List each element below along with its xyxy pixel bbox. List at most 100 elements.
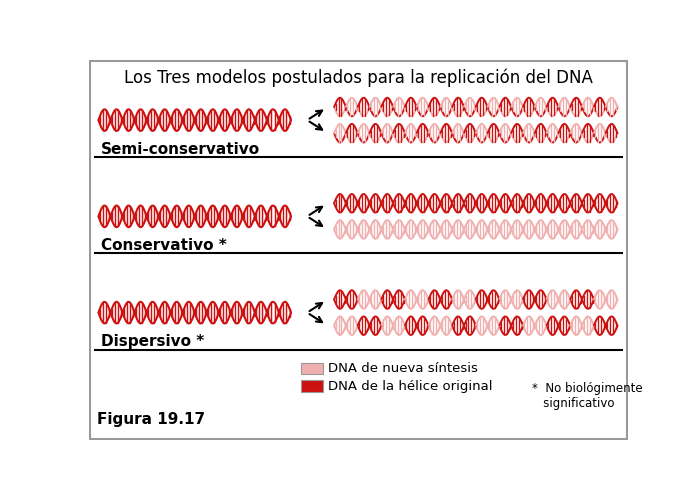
- Polygon shape: [606, 124, 617, 142]
- Polygon shape: [582, 220, 594, 239]
- Text: Dispersivo *: Dispersivo *: [101, 334, 204, 349]
- Polygon shape: [346, 317, 358, 335]
- Polygon shape: [382, 317, 393, 335]
- Polygon shape: [440, 317, 452, 335]
- Polygon shape: [417, 220, 428, 239]
- Polygon shape: [122, 206, 134, 227]
- Polygon shape: [428, 220, 440, 239]
- Polygon shape: [535, 98, 547, 116]
- Polygon shape: [195, 109, 206, 131]
- Polygon shape: [428, 290, 440, 309]
- Polygon shape: [559, 124, 570, 142]
- Polygon shape: [417, 317, 428, 335]
- Polygon shape: [428, 194, 440, 212]
- Polygon shape: [570, 220, 582, 239]
- Polygon shape: [417, 290, 428, 309]
- Polygon shape: [428, 98, 440, 116]
- Polygon shape: [523, 317, 535, 335]
- Polygon shape: [255, 109, 267, 131]
- Polygon shape: [111, 109, 122, 131]
- Polygon shape: [559, 98, 570, 116]
- Polygon shape: [393, 98, 405, 116]
- Polygon shape: [570, 290, 582, 309]
- Polygon shape: [440, 290, 452, 309]
- Polygon shape: [279, 109, 291, 131]
- Polygon shape: [594, 194, 606, 212]
- Polygon shape: [523, 194, 535, 212]
- Polygon shape: [559, 290, 570, 309]
- Text: Los Tres modelos postulados para la replicación del DNA: Los Tres modelos postulados para la repl…: [125, 69, 593, 87]
- Polygon shape: [476, 290, 488, 309]
- Polygon shape: [523, 220, 535, 239]
- Polygon shape: [547, 220, 559, 239]
- Polygon shape: [334, 194, 346, 212]
- Polygon shape: [99, 302, 111, 324]
- Polygon shape: [464, 317, 476, 335]
- Polygon shape: [417, 98, 428, 116]
- Polygon shape: [255, 302, 267, 324]
- Polygon shape: [535, 317, 547, 335]
- Polygon shape: [559, 317, 570, 335]
- Polygon shape: [476, 98, 488, 116]
- Polygon shape: [159, 302, 171, 324]
- Polygon shape: [334, 124, 346, 142]
- Polygon shape: [488, 290, 500, 309]
- Polygon shape: [535, 290, 547, 309]
- Polygon shape: [476, 220, 488, 239]
- Polygon shape: [382, 98, 393, 116]
- Polygon shape: [134, 109, 146, 131]
- Polygon shape: [219, 206, 231, 227]
- Polygon shape: [570, 317, 582, 335]
- Polygon shape: [417, 124, 428, 142]
- Polygon shape: [206, 206, 219, 227]
- Polygon shape: [231, 302, 243, 324]
- Polygon shape: [452, 290, 464, 309]
- Polygon shape: [452, 317, 464, 335]
- Polygon shape: [279, 206, 291, 227]
- Polygon shape: [488, 124, 500, 142]
- Polygon shape: [382, 220, 393, 239]
- FancyBboxPatch shape: [301, 363, 323, 374]
- Polygon shape: [440, 124, 452, 142]
- Polygon shape: [393, 220, 405, 239]
- Polygon shape: [382, 194, 393, 212]
- Polygon shape: [171, 302, 183, 324]
- Polygon shape: [606, 290, 617, 309]
- Polygon shape: [346, 98, 358, 116]
- Polygon shape: [606, 317, 617, 335]
- Polygon shape: [594, 124, 606, 142]
- Polygon shape: [535, 124, 547, 142]
- Polygon shape: [405, 290, 417, 309]
- Polygon shape: [594, 290, 606, 309]
- Polygon shape: [582, 124, 594, 142]
- Polygon shape: [582, 290, 594, 309]
- Polygon shape: [464, 194, 476, 212]
- Polygon shape: [346, 220, 358, 239]
- Polygon shape: [559, 194, 570, 212]
- Polygon shape: [334, 98, 346, 116]
- Polygon shape: [171, 109, 183, 131]
- Polygon shape: [206, 109, 219, 131]
- Polygon shape: [393, 194, 405, 212]
- Text: *  No biológimente
   significativo: * No biológimente significativo: [532, 382, 643, 410]
- Text: Figura 19.17: Figura 19.17: [97, 412, 205, 427]
- Polygon shape: [243, 206, 255, 227]
- Polygon shape: [243, 109, 255, 131]
- Polygon shape: [452, 220, 464, 239]
- Polygon shape: [570, 194, 582, 212]
- Polygon shape: [370, 98, 382, 116]
- Polygon shape: [500, 124, 511, 142]
- Polygon shape: [195, 302, 206, 324]
- Polygon shape: [370, 124, 382, 142]
- Polygon shape: [358, 98, 370, 116]
- Polygon shape: [606, 194, 617, 212]
- Polygon shape: [523, 290, 535, 309]
- Polygon shape: [183, 206, 195, 227]
- Polygon shape: [535, 194, 547, 212]
- Polygon shape: [452, 194, 464, 212]
- Polygon shape: [370, 220, 382, 239]
- Polygon shape: [511, 194, 523, 212]
- Polygon shape: [464, 124, 476, 142]
- Polygon shape: [452, 98, 464, 116]
- Polygon shape: [346, 194, 358, 212]
